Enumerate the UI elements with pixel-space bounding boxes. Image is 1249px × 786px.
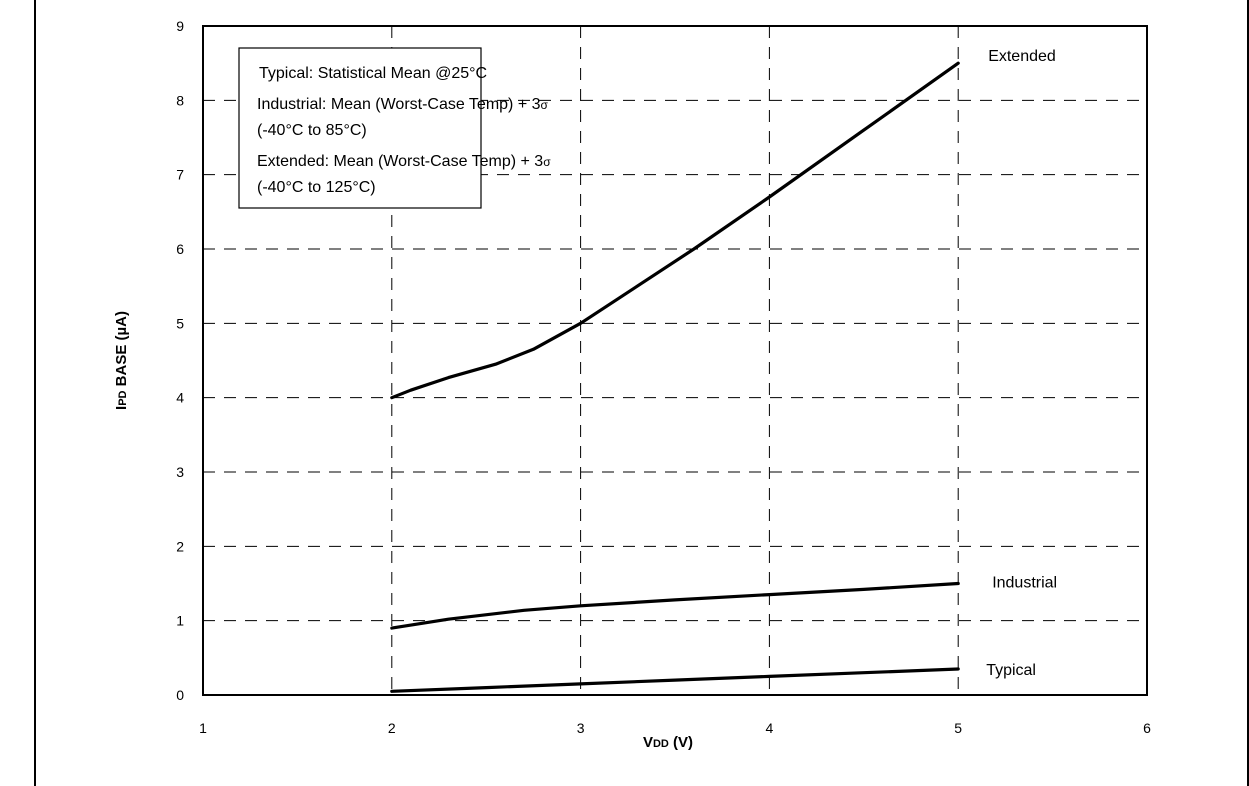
legend: Typical: Statistical Mean @25°C Industria… <box>238 47 551 209</box>
x-tick-label: 6 <box>1143 720 1151 736</box>
series-labels: Extended Industrial Typical <box>986 48 1057 679</box>
y-tick-label: 6 <box>176 241 184 257</box>
x-tick-label: 3 <box>577 720 585 736</box>
x-tick-label: 2 <box>388 720 396 736</box>
x-axis-title-suffix: (V) <box>669 734 693 751</box>
legend-sigma-symbol: σ <box>543 155 551 169</box>
y-tick-label: 8 <box>176 92 184 108</box>
y-tick-label: 0 <box>176 687 184 703</box>
grid <box>203 26 1147 695</box>
legend-line: (-40°C to 125°C) <box>257 179 376 196</box>
x-axis-title: VDD (V) <box>643 734 693 751</box>
y-axis-title-sub: PD <box>117 390 129 405</box>
series-line-extended <box>390 61 960 400</box>
x-tick-label: 1 <box>199 720 207 736</box>
series-line-typical <box>390 667 960 693</box>
legend-line: (-40°C to 85°C) <box>257 122 367 139</box>
legend-sigma-symbol: σ <box>541 98 549 112</box>
x-axis-title-sub: DD <box>653 738 669 750</box>
legend-line-text: Extended: Mean (Worst-Case Temp) + 3 <box>257 153 543 170</box>
y-tick-label: 2 <box>176 538 184 554</box>
series-label-typical: Typical <box>986 662 1036 679</box>
y-axis-title-suffix: BASE (µA) <box>113 311 130 390</box>
legend-line: Industrial: Mean (Worst-Case Temp) + 3σ <box>257 96 549 113</box>
x-tick-label: 5 <box>954 720 962 736</box>
legend-line-text: Typical: Statistical Mean @25°C <box>259 65 487 82</box>
plot-area <box>202 25 1148 696</box>
y-tick-label: 5 <box>176 315 184 331</box>
y-axis-title: IPD BASE (µA) <box>113 311 130 410</box>
legend-line-text: (-40°C to 85°C) <box>257 122 367 139</box>
legend-line-text: Industrial: Mean (Worst-Case Temp) + 3 <box>257 96 541 113</box>
x-tick-label: 4 <box>766 720 774 736</box>
y-axis-title-main: I <box>113 406 130 410</box>
x-axis-title-main: V <box>643 734 653 751</box>
y-tick-label: 1 <box>176 613 184 629</box>
legend-line-text: (-40°C to 125°C) <box>257 179 376 196</box>
legend-box <box>238 47 482 209</box>
y-tick-label: 3 <box>176 464 184 480</box>
chart-frame <box>34 0 1249 786</box>
series-label-industrial: Industrial <box>992 575 1057 592</box>
series-lines <box>390 61 960 693</box>
series-line-industrial <box>390 581 960 630</box>
y-tick-label: 7 <box>176 167 184 183</box>
tick-labels: 1 2 3 4 5 6 0 1 2 3 4 5 6 7 8 9 <box>176 18 1151 736</box>
legend-line: Extended: Mean (Worst-Case Temp) + 3σ <box>257 153 551 170</box>
legend-line: Typical: Statistical Mean @25°C <box>259 65 487 82</box>
y-tick-label: 9 <box>176 18 184 34</box>
y-tick-label: 4 <box>176 390 184 406</box>
series-label-extended: Extended <box>988 48 1056 65</box>
